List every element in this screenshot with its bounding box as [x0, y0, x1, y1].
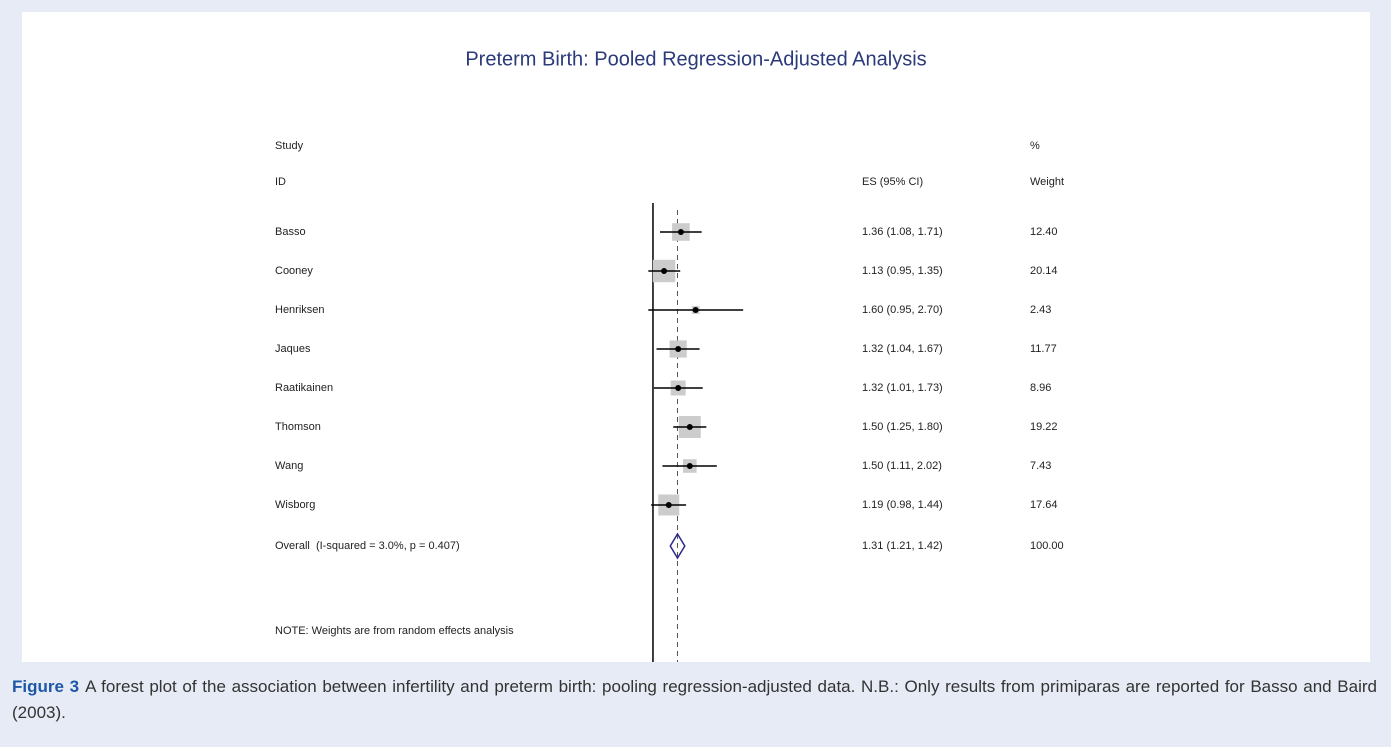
- caption-text: A forest plot of the association between…: [12, 677, 1377, 722]
- es-label: 1.50 (1.25, 1.80): [862, 421, 943, 433]
- caption-label: Figure 3: [12, 677, 80, 696]
- study-label: Cooney: [275, 265, 313, 277]
- column-header: Study: [275, 140, 304, 152]
- chart: Preterm Birth: Pooled Regression-Adjuste…: [275, 48, 1064, 662]
- weight-label: 8.96: [1030, 382, 1051, 394]
- figure-panel: Preterm Birth: Pooled Regression-Adjuste…: [22, 12, 1370, 662]
- column-header: ID: [275, 176, 286, 188]
- study-label: Henriksen: [275, 304, 325, 316]
- point-estimate: [677, 229, 684, 235]
- study-label: Basso: [275, 226, 306, 238]
- weight-label: 20.14: [1030, 265, 1058, 277]
- weight-label: 11.77: [1030, 343, 1057, 355]
- point-estimate: [665, 502, 672, 508]
- note: NOTE: Weights are from random effects an…: [275, 625, 514, 637]
- column-header: %: [1030, 140, 1040, 152]
- overall-diamond: [669, 532, 686, 560]
- chart-title: Preterm Birth: Pooled Regression-Adjuste…: [465, 48, 926, 70]
- es-label: 1.32 (1.04, 1.67): [862, 343, 943, 355]
- study-label: Jaques: [275, 343, 311, 355]
- es-label: 1.60 (0.95, 2.70): [862, 304, 943, 316]
- column-header: Weight: [1030, 176, 1064, 188]
- overall-label: Overall (I-squared = 3.0%, p = 0.407): [275, 540, 460, 552]
- es-label: 1.13 (0.95, 1.35): [862, 265, 943, 277]
- es-label: 1.36 (1.08, 1.71): [862, 226, 943, 238]
- point-estimate: [686, 463, 693, 469]
- point-estimate: [675, 385, 682, 391]
- es-label: 1.32 (1.01, 1.73): [862, 382, 943, 394]
- point-estimate: [661, 268, 668, 274]
- study-label: Wang: [275, 460, 303, 472]
- weight-label: 17.64: [1030, 499, 1058, 511]
- point-estimate: [686, 424, 693, 430]
- weight-label: 19.22: [1030, 421, 1058, 433]
- es-label: 1.31 (1.21, 1.42): [862, 540, 943, 552]
- study-label: Raatikainen: [275, 382, 333, 394]
- point-estimate: [692, 307, 699, 313]
- study-label: Wisborg: [275, 499, 315, 511]
- es-label: 1.50 (1.11, 2.02): [862, 460, 942, 472]
- weight-label: 100.00: [1030, 540, 1064, 552]
- study-label: Thomson: [275, 421, 321, 433]
- weight-label: 7.43: [1030, 460, 1051, 472]
- point-estimate: [675, 346, 682, 352]
- weight-label: 12.40: [1030, 226, 1058, 238]
- weight-label: 2.43: [1030, 304, 1051, 316]
- column-header: ES (95% CI): [862, 176, 923, 188]
- es-label: 1.19 (0.98, 1.44): [862, 499, 943, 511]
